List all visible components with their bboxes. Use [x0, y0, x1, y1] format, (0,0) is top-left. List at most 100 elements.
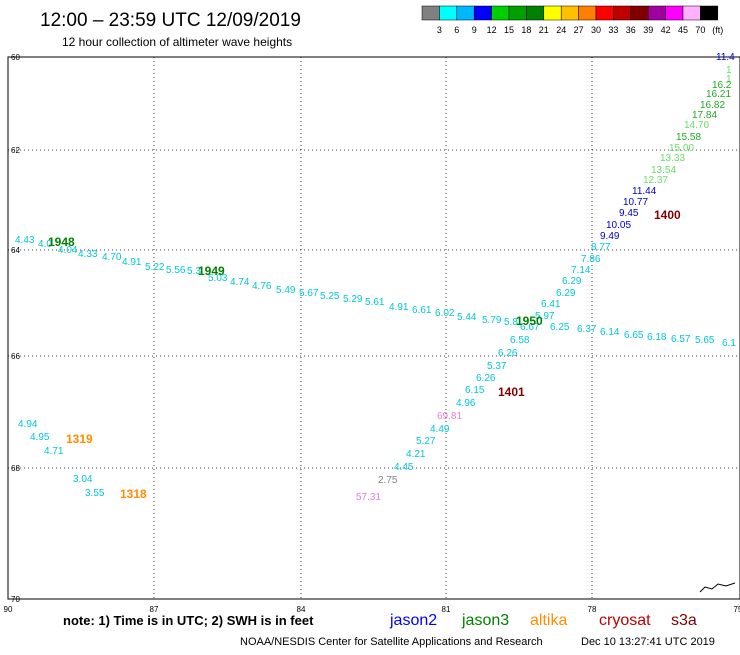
swh-value-label: 4.91: [122, 257, 142, 268]
swh-value-label: 9.45: [619, 208, 639, 219]
pass-time-labels: 1400 1948 1949 1950 1401 1319 1318: [48, 208, 681, 501]
colorbar-label: 36: [626, 25, 636, 35]
swh-value-label: 4.43: [15, 235, 35, 246]
swh-value-label: 5.67: [299, 288, 319, 299]
swh-value-label: 3.04: [73, 474, 93, 485]
colorbar-label: (ft): [712, 25, 723, 35]
swh-value-label: 6.15: [465, 385, 485, 396]
swh-value-label: 16.82: [700, 100, 725, 111]
page-title: 12:00 – 23:59 UTC 12/09/2019: [40, 10, 301, 31]
swh-value-label: 14.70: [684, 120, 709, 131]
colorbar-swatch: [526, 5, 545, 21]
swh-value-label: 6.02: [435, 308, 455, 319]
swh-value-label: 4.71: [44, 446, 64, 457]
swh-value-label: 6.1: [722, 338, 736, 349]
colorbar-label: 6: [454, 25, 459, 35]
colorbar-label: 12: [487, 25, 497, 35]
pass-time-label: 1400: [654, 208, 681, 222]
legend-cryosat: cryosat: [599, 612, 651, 629]
swh-value-label: 12.37: [643, 175, 668, 186]
swh-value-label: 7.86: [581, 254, 601, 265]
pass-time-label: 1318: [120, 487, 147, 501]
footer-timestamp: Dec 10 13:27:41 UTC 2019: [581, 636, 715, 648]
colorbar-swatch: [613, 5, 632, 21]
colorbar-swatch: [491, 5, 510, 21]
colorbar-swatch: [630, 5, 649, 21]
swh-value-label: 6.37: [577, 324, 597, 335]
swh-value-label: 4.04: [58, 245, 78, 256]
colorbar-label: 70: [695, 25, 705, 35]
swh-points: 11.41116.216.2116.8217.8414.7015.5815.00…: [15, 52, 736, 503]
swh-value-label: 4.33: [78, 249, 98, 260]
colorbar-label: 21: [539, 25, 549, 35]
swh-value-label: 6.26: [498, 348, 518, 359]
swh-value-label: 5.8: [504, 317, 518, 328]
swh-value-label: 4.95: [30, 432, 50, 443]
colorbar-label: 39: [643, 25, 653, 35]
swh-value-label: 4.49: [430, 424, 450, 435]
swh-value-label: 9.49: [600, 231, 620, 242]
swh-value-label: 15.58: [676, 132, 701, 143]
swh-value-label: 5.27: [416, 436, 436, 447]
swh-value-label: 5.22: [145, 262, 165, 273]
swh-value-label: 6.58: [510, 335, 530, 346]
colorbar-label: 27: [574, 25, 584, 35]
colorbar-swatch: [560, 5, 579, 21]
swh-value-label: 11.4: [716, 52, 735, 63]
colorbar-swatch: [665, 5, 684, 21]
colorbar-swatch: [508, 5, 527, 21]
swh-value-label: 6.41: [541, 299, 561, 310]
swh-value-label: 6.29: [562, 276, 582, 287]
swh-value-label: 5.25: [320, 291, 340, 302]
lon-label: 90: [4, 605, 13, 614]
swh-value-label: 5.29: [343, 294, 363, 305]
colorbar: 3 6 9 12 15 18 21 24 27 30 33 36 39 42 45 70 (ft): [421, 5, 723, 35]
colorbar-swatch: [682, 5, 701, 21]
swh-value-label: 5.3: [187, 266, 201, 277]
swh-value-label: 4.70: [102, 252, 122, 263]
swh-value-label: 3.55: [85, 488, 105, 499]
legend-jason3: jason3: [461, 612, 509, 629]
colorbar-label: 24: [556, 25, 566, 35]
footer-credit: NOAA/NESDIS Center for Satellite Applica…: [240, 636, 543, 648]
coastline: [699, 582, 736, 593]
lon-label: 87: [150, 605, 159, 614]
pass-time-label: 1950: [516, 314, 543, 328]
swh-value-label: 17.84: [692, 110, 717, 121]
page-subtitle: 12 hour collection of altimeter wave hei…: [62, 35, 292, 49]
swh-value-label: 6.65: [624, 330, 644, 341]
pass-time-label: 1401: [498, 385, 525, 399]
lat-label: 62: [11, 146, 20, 155]
swh-value-label: 13.33: [660, 153, 685, 164]
swh-value-label: 69.81: [437, 411, 462, 422]
colorbar-swatch: [647, 5, 666, 21]
swh-value-label: 4.74: [230, 277, 250, 288]
colorbar-label: 42: [661, 25, 671, 35]
swh-value-label: 7.14: [571, 265, 591, 276]
legend-altika: altika: [530, 612, 567, 629]
swh-value-label: 10.05: [606, 220, 631, 231]
swh-value-label: 5.37: [487, 361, 507, 372]
swh-value-label: 11.44: [632, 186, 657, 197]
swh-value-label: 6.18: [647, 332, 667, 343]
colorbar-label: 45: [678, 25, 688, 35]
swh-value-label: 4.76: [252, 281, 272, 292]
swh-value-label: 6.67: [520, 322, 540, 333]
lat-label: 64: [11, 246, 20, 255]
colorbar-swatch: [456, 5, 475, 21]
colorbar-label: 30: [591, 25, 601, 35]
swh-value-label: 16.2: [712, 80, 732, 91]
swh-value-label: 4.91: [389, 302, 409, 313]
swh-value-label: 5.61: [365, 297, 385, 308]
colorbar-label: 9: [472, 25, 477, 35]
colorbar-swatch: [595, 5, 614, 21]
legend-jason2: jason2: [389, 612, 437, 629]
swh-value-label: 13.54: [651, 165, 676, 176]
swh-value-label: 5.56: [166, 265, 186, 276]
swh-value-label: 5.44: [457, 312, 477, 323]
swh-value-label: 4.45: [394, 462, 414, 473]
swh-value-label: 2.75: [378, 475, 398, 486]
swh-value-label: 8.77: [591, 242, 611, 253]
